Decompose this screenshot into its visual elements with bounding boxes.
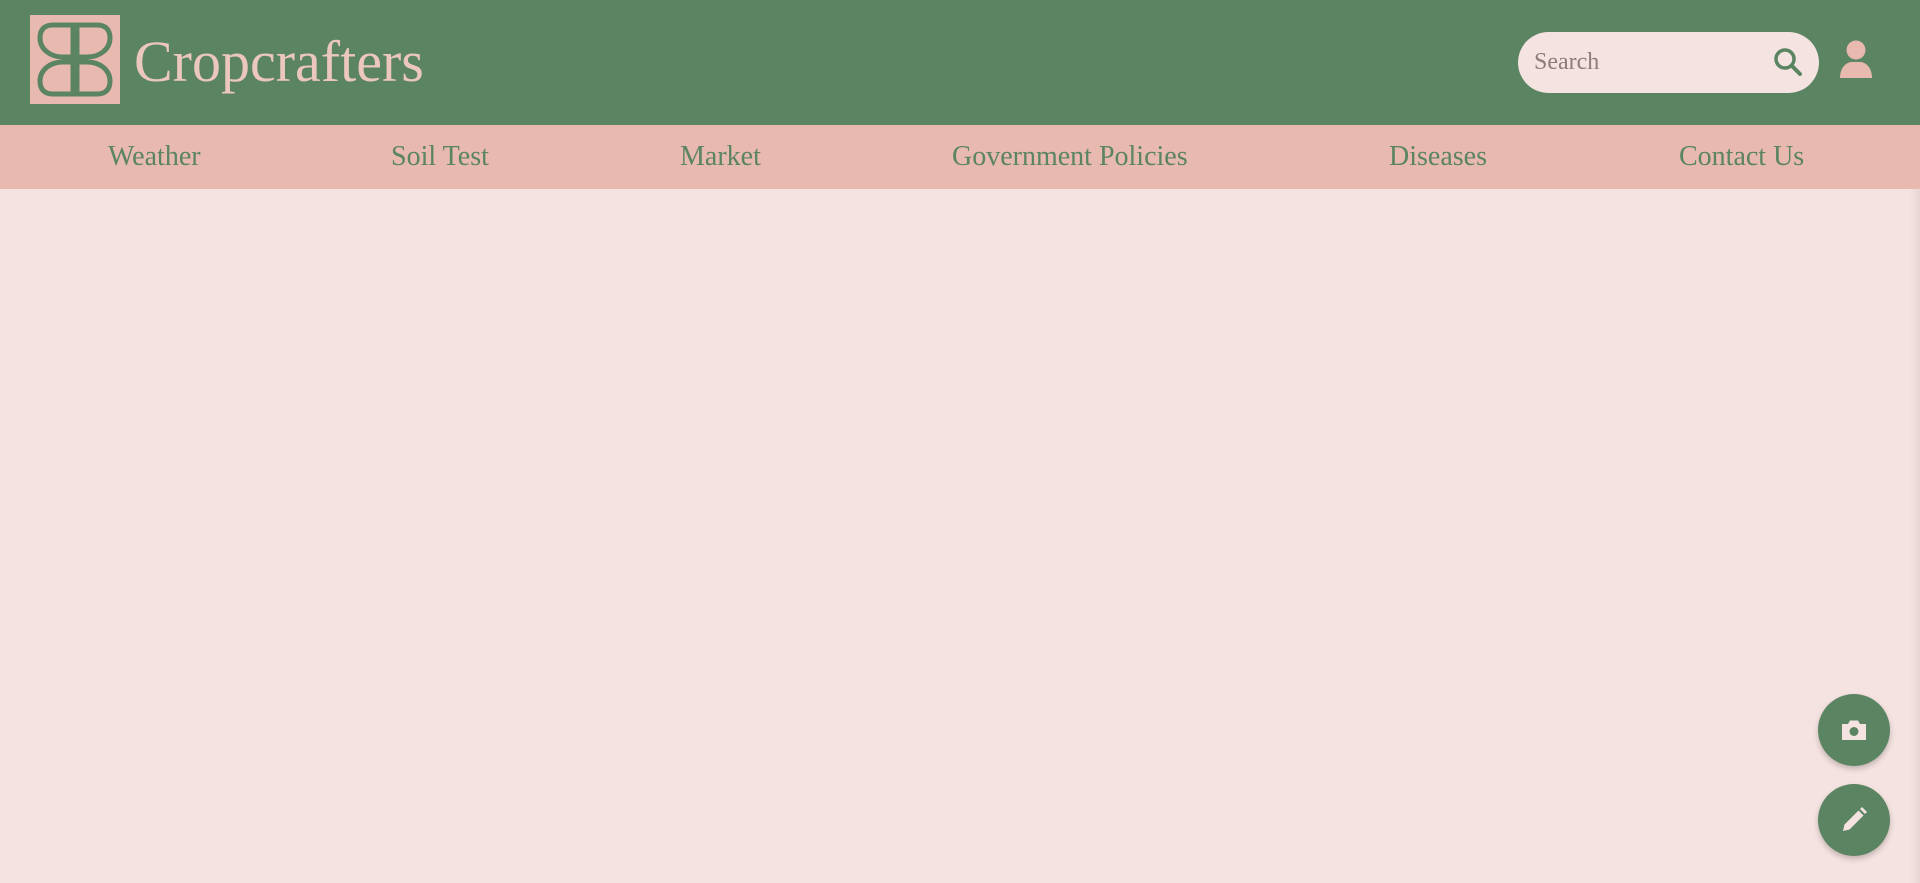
camera-button[interactable] <box>1818 694 1890 766</box>
logo[interactable] <box>30 15 120 104</box>
user-icon[interactable] <box>1838 40 1874 80</box>
nav-item-diseases[interactable]: Diseases <box>1389 141 1487 172</box>
four-petal-leaf-logo-icon <box>37 22 113 97</box>
main-nav: Weather Soil Test Market Government Poli… <box>0 125 1920 189</box>
search-icon[interactable] <box>1773 47 1803 77</box>
nav-item-weather[interactable]: Weather <box>108 141 201 172</box>
top-header: Cropcrafters <box>0 0 1920 125</box>
main-content <box>0 189 1920 883</box>
brand-name: Cropcrafters <box>134 29 424 94</box>
edge-shadow <box>1910 189 1920 883</box>
nav-item-contact-us[interactable]: Contact Us <box>1679 141 1805 172</box>
camera-icon <box>1842 720 1866 740</box>
nav-item-market[interactable]: Market <box>680 141 761 172</box>
nav-item-government-policies[interactable]: Government Policies <box>952 141 1188 172</box>
nav-item-soil-test[interactable]: Soil Test <box>391 141 489 172</box>
edit-button[interactable] <box>1818 784 1890 856</box>
search-bar <box>1518 32 1819 93</box>
search-input[interactable] <box>1534 32 1754 93</box>
pencil-icon <box>1843 807 1867 831</box>
